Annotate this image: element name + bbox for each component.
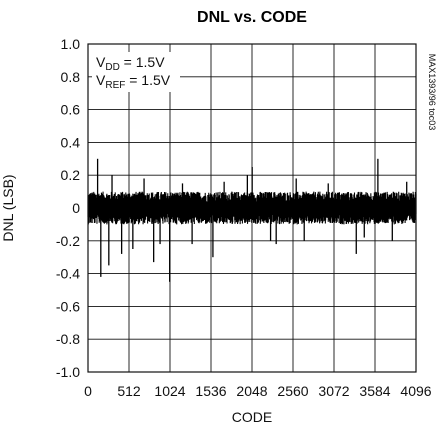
- vdd-annotation: VDD = 1.5V: [96, 54, 165, 73]
- y-tick-label: -0.4: [56, 266, 80, 282]
- y-tick-label: -0.8: [56, 331, 80, 347]
- vref-annotation: VREF = 1.5V: [96, 72, 171, 91]
- y-tick-label: 0.4: [61, 134, 81, 150]
- x-tick-label: 1024: [154, 383, 185, 399]
- y-tick-label: -1.0: [56, 364, 80, 380]
- y-tick-labels: 1.0 0.8 0.6 0.4 0.2 0 -0.2 -0.4 -0.6 -0.8 -1.0: [56, 36, 80, 380]
- chart-title: DNL vs. CODE: [197, 9, 307, 26]
- annotation-background: [92, 52, 180, 92]
- x-tick-label: 2560: [277, 383, 308, 399]
- x-tick-label: 1536: [195, 383, 226, 399]
- x-tick-label: 2048: [236, 383, 267, 399]
- x-axis-label: CODE: [232, 409, 272, 425]
- y-tick-label: 0: [72, 200, 80, 216]
- plot-frame: [87, 43, 417, 373]
- y-tick-label: 0.6: [61, 102, 81, 118]
- y-tick-label: 0.2: [61, 167, 81, 183]
- figure-id-label: MAX1393/96 toc03: [427, 54, 437, 131]
- x-tick-label: 512: [117, 383, 141, 399]
- x-tick-labels: 0 512 1024 1536 2048 2560 3072 3584 4096: [84, 383, 432, 399]
- x-tick-label: 3072: [318, 383, 349, 399]
- x-tick-label: 3584: [359, 383, 390, 399]
- y-axis-label: DNL (LSB): [0, 174, 16, 241]
- y-tick-label: 0.8: [61, 69, 81, 85]
- x-tick-label: 0: [84, 383, 92, 399]
- y-tick-label: 1.0: [61, 36, 81, 52]
- y-tick-label: -0.6: [56, 298, 80, 314]
- x-tick-label: 4096: [400, 383, 431, 399]
- data-layer: [87, 158, 417, 282]
- y-tick-label: -0.2: [56, 233, 80, 249]
